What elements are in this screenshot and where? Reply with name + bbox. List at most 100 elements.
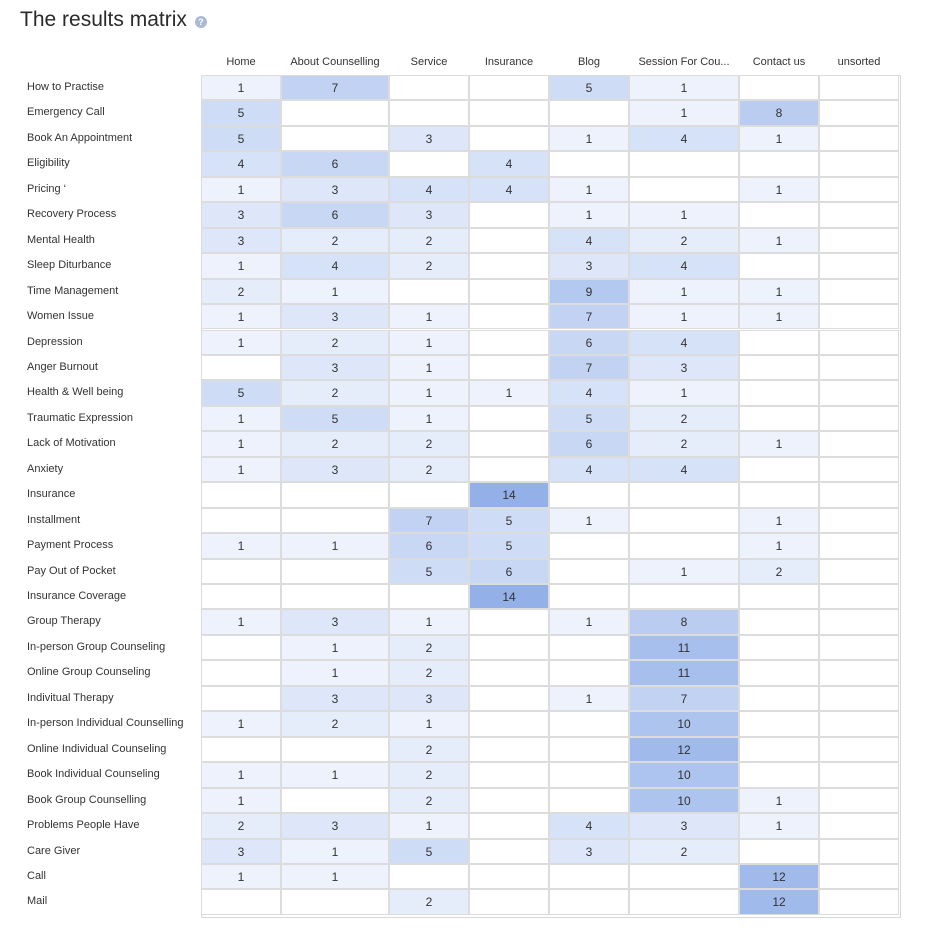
matrix-cell	[819, 202, 899, 228]
matrix-cell	[819, 253, 899, 279]
matrix-cell	[549, 762, 629, 788]
matrix-cell	[549, 533, 629, 559]
matrix-cell: 2	[281, 228, 389, 253]
matrix-cell	[629, 482, 739, 508]
matrix-cell: 3	[201, 202, 281, 228]
matrix-cell: 8	[739, 100, 819, 126]
matrix-cell	[549, 559, 629, 584]
matrix-cell	[739, 609, 819, 635]
matrix-cell: 8	[629, 609, 739, 635]
matrix-cell: 1	[629, 559, 739, 584]
matrix-cell: 3	[389, 202, 469, 228]
matrix-cell: 3	[549, 839, 629, 864]
matrix-cell	[739, 253, 819, 279]
matrix-cell	[469, 660, 549, 686]
matrix-cell: 4	[549, 457, 629, 482]
matrix-cell: 1	[201, 253, 281, 279]
matrix-cell: 10	[629, 762, 739, 788]
matrix-cell: 1	[549, 177, 629, 202]
matrix-cell: 1	[739, 126, 819, 151]
row-label: Care Giver	[27, 845, 81, 857]
row-label: Group Therapy	[27, 615, 101, 627]
column-header: Session For Cou...	[638, 56, 730, 68]
matrix-cell: 5	[389, 559, 469, 584]
matrix-cell	[819, 788, 899, 813]
row-label: Eligibility	[27, 157, 70, 169]
matrix-cell	[469, 686, 549, 711]
matrix-cell	[469, 457, 549, 482]
matrix-cell: 4	[281, 253, 389, 279]
matrix-cell: 1	[739, 228, 819, 253]
matrix-cell	[201, 686, 281, 711]
matrix-cell	[469, 126, 549, 151]
matrix-cell: 3	[389, 126, 469, 151]
matrix-cell: 1	[201, 533, 281, 559]
matrix-cell	[469, 330, 549, 355]
matrix-cell	[469, 737, 549, 762]
matrix-cell	[281, 889, 389, 915]
matrix-cell: 12	[739, 864, 819, 889]
matrix-cell: 14	[469, 584, 549, 609]
matrix-cell: 1	[629, 202, 739, 228]
column-header: Contact us	[752, 56, 806, 68]
matrix-cell: 1	[389, 711, 469, 737]
matrix-cell	[469, 253, 549, 279]
matrix-cell: 1	[201, 431, 281, 457]
matrix-cell	[819, 380, 899, 406]
matrix-cell	[819, 609, 899, 635]
matrix-cell	[549, 711, 629, 737]
matrix-cell: 5	[201, 100, 281, 126]
column-header: Insurance	[484, 56, 534, 68]
matrix-cell: 2	[281, 431, 389, 457]
row-label: Pricing ‘	[27, 183, 67, 195]
matrix-cell: 10	[629, 711, 739, 737]
matrix-cell	[819, 151, 899, 177]
matrix-cell: 1	[549, 126, 629, 151]
row-label: Insurance	[27, 488, 76, 500]
row-label: Online Group Counseling	[27, 666, 151, 678]
matrix-cell: 1	[389, 609, 469, 635]
matrix-cell	[819, 711, 899, 737]
matrix-cell	[739, 355, 819, 380]
matrix-cell	[549, 864, 629, 889]
matrix-cell: 12	[629, 737, 739, 762]
row-label: In-person Group Counseling	[27, 641, 166, 653]
matrix-cell: 2	[389, 762, 469, 788]
help-icon[interactable]: ?	[194, 16, 207, 28]
column-header: Blog	[577, 56, 601, 68]
matrix-cell: 10	[629, 788, 739, 813]
matrix-cell	[629, 151, 739, 177]
matrix-cell	[739, 330, 819, 355]
matrix-cell	[469, 279, 549, 304]
matrix-cell: 7	[549, 304, 629, 329]
matrix-cell	[389, 75, 469, 100]
row-label: Health & Well being	[27, 386, 124, 398]
row-label: Time Management	[27, 285, 119, 297]
matrix-cell: 3	[389, 686, 469, 711]
matrix-cell	[819, 660, 899, 686]
matrix-cell: 1	[549, 686, 629, 711]
matrix-cell	[469, 202, 549, 228]
matrix-cell: 1	[739, 508, 819, 533]
matrix-cell: 1	[281, 279, 389, 304]
matrix-cell	[201, 737, 281, 762]
matrix-cell: 2	[629, 406, 739, 431]
page-title: The results matrix	[20, 8, 187, 31]
matrix-cell: 2	[201, 813, 281, 839]
matrix-cell: 11	[629, 660, 739, 686]
matrix-cell	[819, 100, 899, 126]
matrix-cell: 5	[469, 533, 549, 559]
matrix-cell	[389, 100, 469, 126]
matrix-cell: 3	[281, 813, 389, 839]
matrix-cell	[819, 813, 899, 839]
matrix-cell	[739, 151, 819, 177]
matrix-cell: 4	[469, 151, 549, 177]
matrix-cell: 6	[469, 559, 549, 584]
matrix-cell	[469, 813, 549, 839]
matrix-cell: 6	[549, 330, 629, 355]
column-header: Service	[410, 56, 448, 68]
row-label: Mail	[27, 895, 48, 907]
column-header: unsorted	[837, 56, 881, 68]
matrix-cell	[281, 788, 389, 813]
matrix-cell	[819, 508, 899, 533]
